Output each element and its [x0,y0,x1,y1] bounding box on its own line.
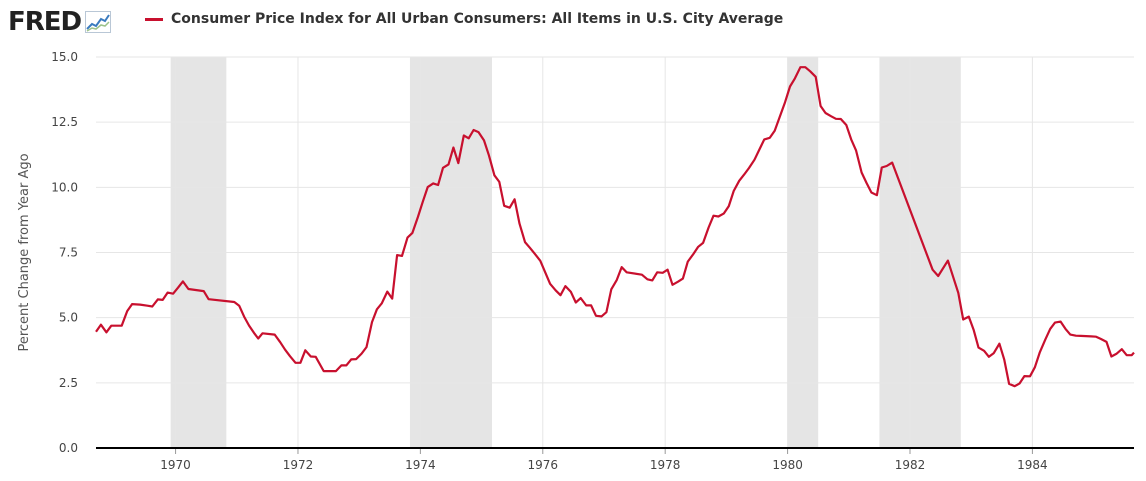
y-tick-label: 15.0 [51,50,78,64]
legend-series-title: Consumer Price Index for All Urban Consu… [171,11,784,27]
gridlines [96,56,1134,448]
y-tick-label: 7.5 [59,246,78,260]
cpi-line-chart[interactable]: 0.02.55.07.510.012.515.0 1970 1972 1974 197… [0,42,1146,481]
x-axis-ticks: 1970 1972 1974 1976 1978 1980 1982 1984 [160,448,1048,472]
x-tick-label: 1978 [650,458,681,472]
trend-chart-icon [85,11,112,33]
x-tick-label: 1972 [283,458,314,472]
fred-logo[interactable]: FRED [8,6,112,38]
y-tick-label: 10.0 [51,180,78,194]
x-tick-label: 1982 [895,458,926,472]
y-tick-label: 12.5 [51,115,78,129]
y-axis-label: Percent Change from Year Ago [17,153,32,351]
y-tick-label: 2.5 [59,376,78,390]
fred-logo-text: FRED [8,7,82,37]
x-tick-label: 1984 [1017,458,1048,472]
x-tick-label: 1974 [405,458,436,472]
y-tick-label: 5.0 [59,311,78,325]
chart-header: FRED Consumer Price Index for All Urban … [0,0,1146,42]
x-tick-label: 1980 [772,458,803,472]
y-tick-label: 0.0 [59,441,78,455]
cpi-series-line[interactable] [95,66,1135,388]
legend: Consumer Price Index for All Urban Consu… [145,11,783,27]
x-tick-label: 1976 [528,458,559,472]
x-tick-label: 1970 [160,458,191,472]
legend-swatch [145,17,163,21]
y-axis-ticks: 0.0 2.5 5.0 7.5 10.0 12.5 15.0 [51,50,78,455]
